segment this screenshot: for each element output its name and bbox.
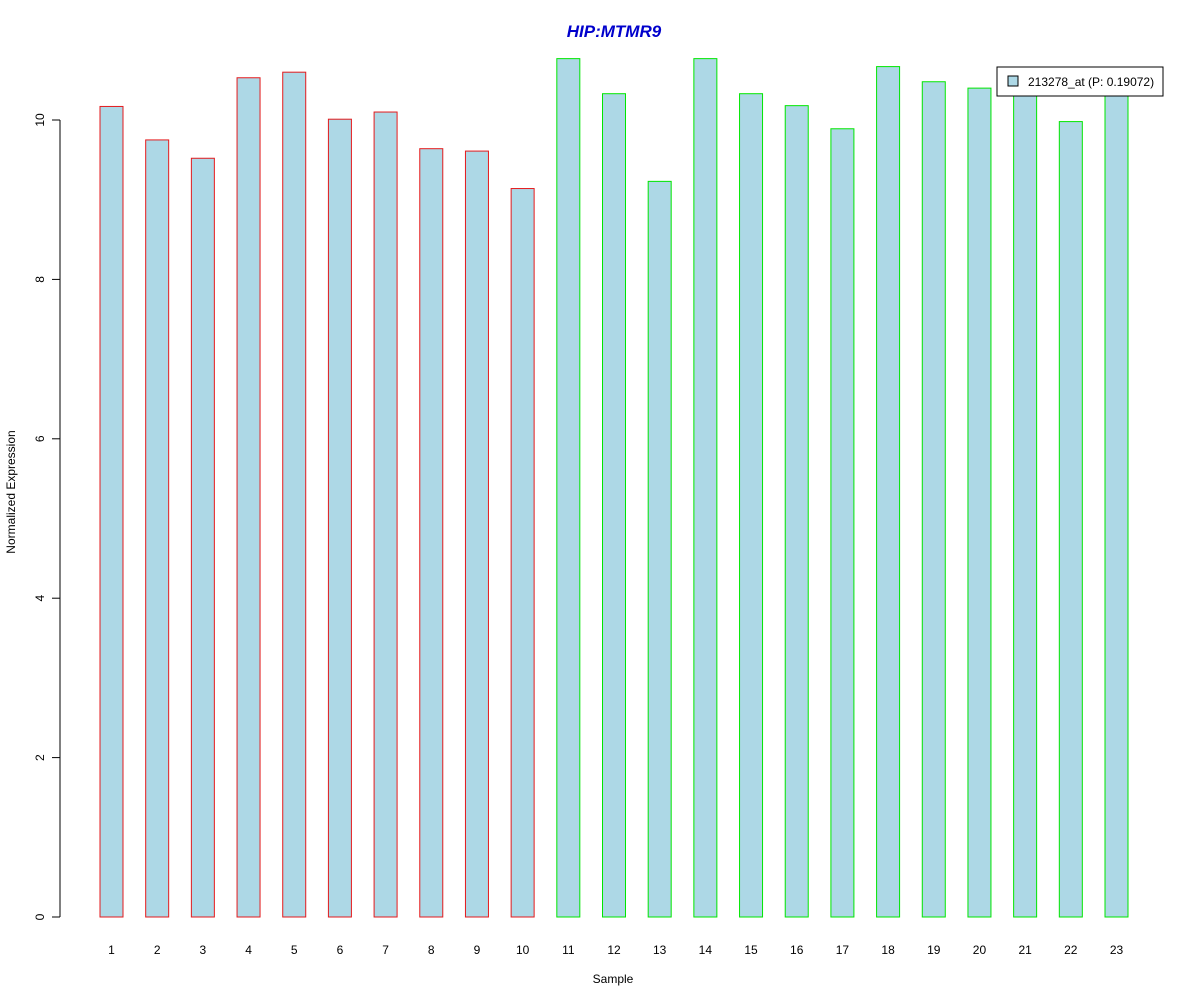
- x-tick-label: 9: [474, 943, 481, 957]
- y-tick-label: 8: [33, 276, 47, 283]
- bar-sample-3: [190, 157, 215, 918]
- x-tick-label: 12: [607, 943, 621, 957]
- y-axis-label: Normalized Expression: [4, 430, 18, 553]
- bar-sample-13: [647, 180, 672, 918]
- x-tick-label: 14: [699, 943, 713, 957]
- y-tick-label: 0: [33, 913, 47, 920]
- x-tick-label: 21: [1018, 943, 1032, 957]
- chart-title: HIP:MTMR9: [567, 22, 662, 41]
- x-tick-label: 1: [108, 943, 115, 957]
- bar-sample-7: [373, 111, 398, 918]
- bars: [99, 58, 1129, 918]
- bar-sample-8: [419, 148, 444, 918]
- bar-sample-1: [99, 105, 124, 918]
- y-tick-label: 10: [33, 113, 47, 127]
- x-tick-label: 4: [245, 943, 252, 957]
- legend-swatch: [1007, 75, 1019, 87]
- x-tick-label: 11: [562, 943, 575, 957]
- bar-sample-14: [693, 58, 718, 918]
- x-tick-label: 19: [927, 943, 941, 957]
- x-tick-label: 3: [200, 943, 207, 957]
- x-tick-label: 10: [516, 943, 530, 957]
- x-tick-label: 23: [1110, 943, 1124, 957]
- y-tick-label: 2: [33, 754, 47, 761]
- bar-sample-22: [1058, 121, 1083, 918]
- bar-sample-6: [327, 118, 352, 918]
- legend: 213278_at (P: 0.19072): [996, 66, 1164, 97]
- bar-sample-17: [830, 128, 855, 918]
- bar-sample-21: [1013, 91, 1038, 918]
- bar-sample-2: [145, 139, 170, 918]
- bar-sample-20: [967, 87, 992, 918]
- x-tick-label: 16: [790, 943, 804, 957]
- bar-sample-12: [602, 93, 626, 918]
- y-tick-label: 4: [33, 595, 47, 602]
- x-tick-label: 5: [291, 943, 298, 957]
- x-axis-label: Sample: [593, 972, 634, 986]
- x-tick-label: 17: [836, 943, 850, 957]
- x-tick-label: 18: [881, 943, 895, 957]
- legend-box: [996, 66, 1164, 97]
- x-tick-label: 13: [653, 943, 667, 957]
- x-tick-label: 6: [337, 943, 344, 957]
- x-tick-label: 15: [744, 943, 758, 957]
- x-tick-label: 2: [154, 943, 161, 957]
- x-tick-label: 7: [382, 943, 389, 957]
- bar-sample-11: [556, 58, 581, 918]
- bar-sample-15: [739, 93, 764, 918]
- bar-sample-18: [876, 66, 901, 918]
- x-tick-label: 20: [973, 943, 987, 957]
- x-tick-label: 8: [428, 943, 435, 957]
- bar-sample-5: [282, 71, 307, 918]
- legend-label: 213278_at (P: 0.19072): [1028, 75, 1154, 89]
- y-axis: 0 2 4 6 8 10: [33, 113, 61, 920]
- x-tick-labels: 1 2 3 4 5 6 7 8 9 10 11 12 13 14 15 16 17 18 19 20 21 22 23: [108, 943, 1123, 957]
- bar-sample-9: [464, 150, 489, 918]
- bar-sample-16: [784, 105, 809, 918]
- bar-sample-10: [510, 188, 535, 918]
- bar-sample-23: [1104, 90, 1129, 918]
- bar-sample-19: [921, 81, 946, 918]
- x-tick-label: 22: [1064, 943, 1078, 957]
- bar-sample-4: [236, 77, 261, 918]
- y-tick-label: 6: [33, 435, 47, 442]
